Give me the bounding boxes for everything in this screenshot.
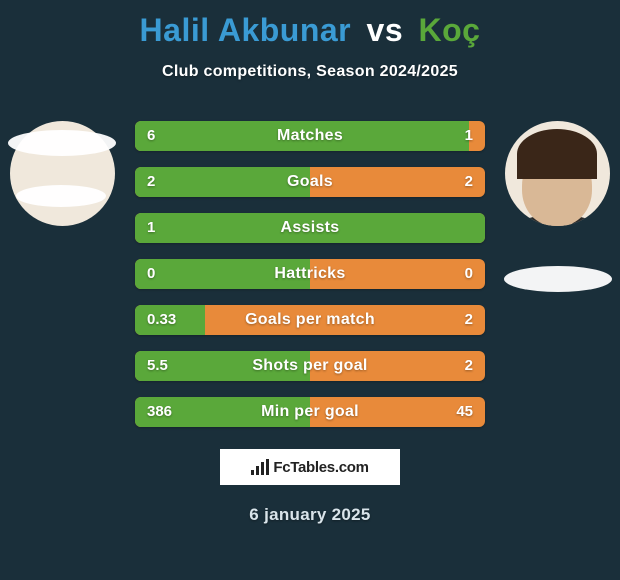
stat-value-right: 2 bbox=[465, 305, 473, 335]
stat-row: 5.5Shots per goal2 bbox=[135, 351, 485, 381]
stat-row: 2Goals2 bbox=[135, 167, 485, 197]
stat-row: 0.33Goals per match2 bbox=[135, 305, 485, 335]
stat-value-right: 45 bbox=[456, 397, 473, 427]
stat-value-right: 0 bbox=[465, 259, 473, 289]
player-right-avatar bbox=[505, 121, 610, 226]
stat-label: Matches bbox=[135, 121, 485, 151]
stat-label: Hattricks bbox=[135, 259, 485, 289]
stat-label: Assists bbox=[135, 213, 485, 243]
vs-text: vs bbox=[361, 12, 410, 48]
stat-label: Shots per goal bbox=[135, 351, 485, 381]
stat-value-right: 2 bbox=[465, 167, 473, 197]
player-left-name: Halil Akbunar bbox=[140, 12, 352, 48]
stat-label: Min per goal bbox=[135, 397, 485, 427]
generation-date: 6 january 2025 bbox=[0, 505, 620, 525]
brand-badge: FcTables.com bbox=[220, 449, 400, 485]
decorative-ellipse bbox=[16, 185, 106, 207]
brand-text: FcTables.com bbox=[273, 459, 368, 476]
stat-row: 6Matches1 bbox=[135, 121, 485, 151]
stat-value-right: 1 bbox=[465, 121, 473, 151]
stat-label: Goals per match bbox=[135, 305, 485, 335]
subtitle: Club competitions, Season 2024/2025 bbox=[0, 63, 620, 81]
bar-chart-icon bbox=[251, 459, 269, 475]
stat-row: 0Hattricks0 bbox=[135, 259, 485, 289]
comparison-title: Halil Akbunar vs Koç bbox=[0, 0, 620, 49]
comparison-area: 6Matches12Goals21Assists0Hattricks00.33G… bbox=[0, 111, 620, 427]
player-right-name: Koç bbox=[419, 12, 481, 48]
stat-label: Goals bbox=[135, 167, 485, 197]
decorative-ellipse bbox=[8, 130, 116, 156]
stat-row: 386Min per goal45 bbox=[135, 397, 485, 427]
stat-row: 1Assists bbox=[135, 213, 485, 243]
stat-value-right: 2 bbox=[465, 351, 473, 381]
decorative-ellipse bbox=[504, 266, 612, 292]
stats-list: 6Matches12Goals21Assists0Hattricks00.33G… bbox=[135, 111, 485, 427]
